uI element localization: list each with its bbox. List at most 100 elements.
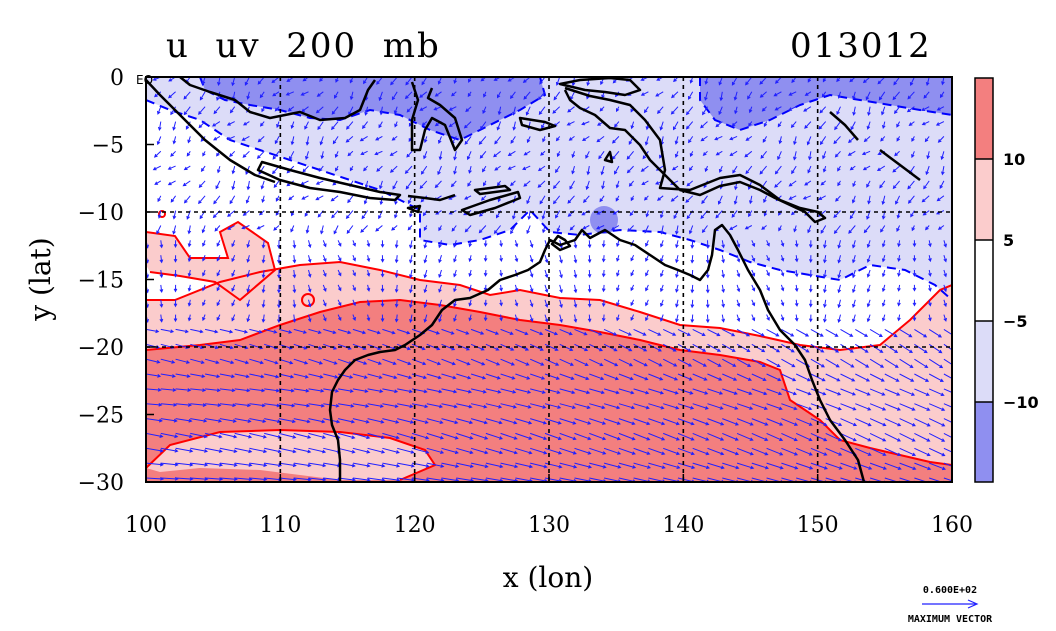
wind-vector xyxy=(589,462,607,469)
wind-vector xyxy=(544,462,563,469)
wind-vector xyxy=(837,180,841,187)
wind-vector xyxy=(715,121,723,128)
wind-vector xyxy=(411,418,429,424)
wind-vector xyxy=(818,121,827,130)
wind-vector xyxy=(278,403,296,408)
wind-vector xyxy=(170,150,176,157)
wind-vector xyxy=(766,418,784,426)
wind-vector xyxy=(411,447,430,454)
wind-vector xyxy=(655,91,664,97)
wind-vector xyxy=(423,136,428,144)
wind-vector xyxy=(837,240,842,249)
wind-vector xyxy=(202,314,206,322)
wind-vector xyxy=(825,343,840,353)
wind-vector xyxy=(360,150,368,155)
wind-vector xyxy=(537,91,546,101)
wind-vector xyxy=(922,210,930,216)
vector-scale-legend: 0.600E+02 MAXIMUM VECTOR xyxy=(880,580,1020,630)
wind-vector xyxy=(630,121,635,130)
wind-vector xyxy=(660,314,664,322)
wind-vector xyxy=(308,373,324,379)
wind-vector xyxy=(380,314,385,323)
wind-vector xyxy=(733,195,738,205)
wind-vector xyxy=(190,328,204,334)
wind-vector xyxy=(848,225,856,234)
wind-vector xyxy=(929,462,946,471)
wind-vector xyxy=(190,403,207,407)
wind-vector xyxy=(766,358,781,367)
wind-vector xyxy=(485,432,503,440)
contour-line-positive xyxy=(158,210,166,218)
wind-vector xyxy=(823,314,827,323)
wind-vector xyxy=(662,358,678,367)
wind-vector xyxy=(190,462,209,467)
wind-vector xyxy=(751,254,756,262)
wind-vector xyxy=(391,91,398,101)
wind-vector xyxy=(426,358,442,366)
wind-vector xyxy=(219,328,234,334)
wind-vector xyxy=(721,240,725,249)
wind-vector xyxy=(899,462,917,470)
wind-vector xyxy=(278,447,297,454)
wind-vector xyxy=(690,240,695,249)
wind-vector xyxy=(278,462,297,468)
wind-vector xyxy=(515,403,532,409)
wind-vector xyxy=(288,195,295,201)
wind-vector xyxy=(441,418,459,425)
coastline-australia-cape xyxy=(550,234,572,252)
wind-vector xyxy=(892,165,900,173)
wind-vector xyxy=(500,373,516,380)
vector-scale-caption: MAXIMUM VECTOR xyxy=(907,614,993,625)
wind-vector xyxy=(866,240,871,249)
wind-vector xyxy=(921,121,930,126)
wind-vector xyxy=(173,299,178,308)
wind-vector xyxy=(448,106,457,111)
wind-vector xyxy=(421,77,428,86)
wind-vector xyxy=(722,388,738,395)
wind-vector xyxy=(781,418,799,426)
wind-vector xyxy=(559,432,577,441)
wind-vector xyxy=(234,388,251,393)
wind-vector xyxy=(172,210,177,220)
wind-vector xyxy=(366,314,371,322)
wind-vector xyxy=(249,462,268,467)
wind-vector xyxy=(884,373,900,382)
wind-vector xyxy=(530,403,547,409)
wind-vector xyxy=(333,225,339,235)
wind-vector xyxy=(364,106,369,116)
wind-vector xyxy=(884,447,902,456)
wind-vector xyxy=(736,343,751,353)
wind-vector xyxy=(921,106,930,111)
wind-vector xyxy=(611,225,620,231)
wind-vector xyxy=(391,136,398,141)
wind-vector xyxy=(426,432,444,440)
wind-vector xyxy=(648,418,666,426)
wind-vector xyxy=(456,388,473,394)
wind-vector xyxy=(866,255,871,263)
wind-vector xyxy=(349,165,354,172)
wind-vector xyxy=(500,432,518,440)
wind-vector xyxy=(781,388,797,396)
wind-vector xyxy=(397,388,413,394)
wind-vector xyxy=(618,358,634,367)
wind-vector xyxy=(614,121,620,128)
wind-vector xyxy=(763,195,768,204)
wind-vector xyxy=(234,373,250,379)
wind-vector xyxy=(774,106,782,111)
wind-vector xyxy=(766,240,770,247)
wind-vector xyxy=(914,418,931,427)
wind-vector xyxy=(559,388,576,394)
wind-vector xyxy=(515,343,530,351)
wind-vector xyxy=(751,299,756,307)
wind-vector xyxy=(542,136,546,143)
wind-vector xyxy=(582,135,590,142)
wind-vector xyxy=(338,403,355,408)
wind-vector xyxy=(231,284,236,292)
wind-vector xyxy=(603,418,621,425)
wind-vector xyxy=(278,328,293,334)
wind-vector xyxy=(173,240,178,248)
wind-vector xyxy=(257,136,265,143)
wind-vector xyxy=(707,373,723,381)
wind-vector xyxy=(229,150,236,158)
wind-vector xyxy=(167,165,176,170)
